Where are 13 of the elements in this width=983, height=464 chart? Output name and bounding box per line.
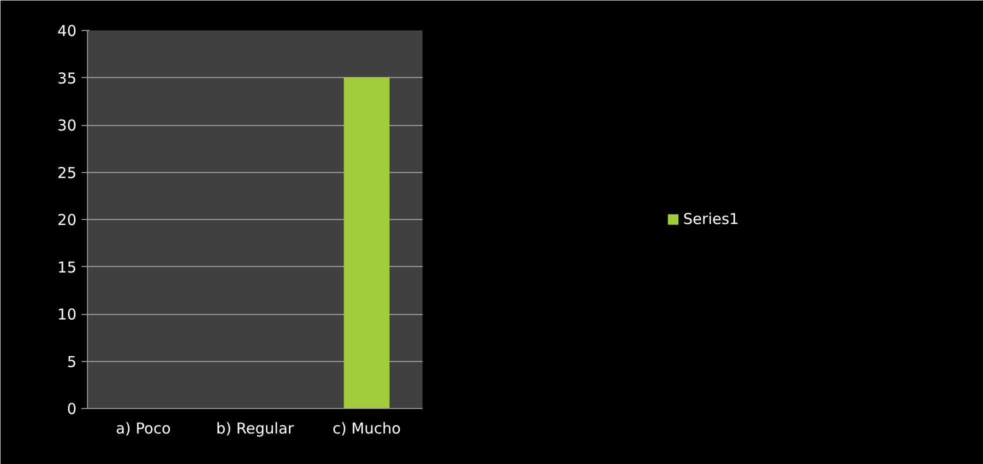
- y-tick-label: 40: [57, 22, 77, 40]
- y-tick-label: 30: [57, 116, 77, 134]
- y-tick-label: 10: [57, 306, 77, 324]
- y-tick-label: 15: [57, 258, 77, 276]
- y-tick-label: 20: [57, 211, 77, 229]
- x-tick-label: a) Poco: [116, 420, 171, 438]
- x-tick-label: b) Regular: [216, 420, 295, 438]
- y-tick-label: 5: [66, 352, 77, 371]
- y-tick-label: 25: [57, 164, 77, 182]
- y-tick-label: 0: [66, 400, 77, 418]
- legend-label: Series1: [683, 210, 739, 228]
- y-tick-label: 35: [57, 69, 77, 88]
- x-tick-label: c) Mucho: [332, 420, 401, 438]
